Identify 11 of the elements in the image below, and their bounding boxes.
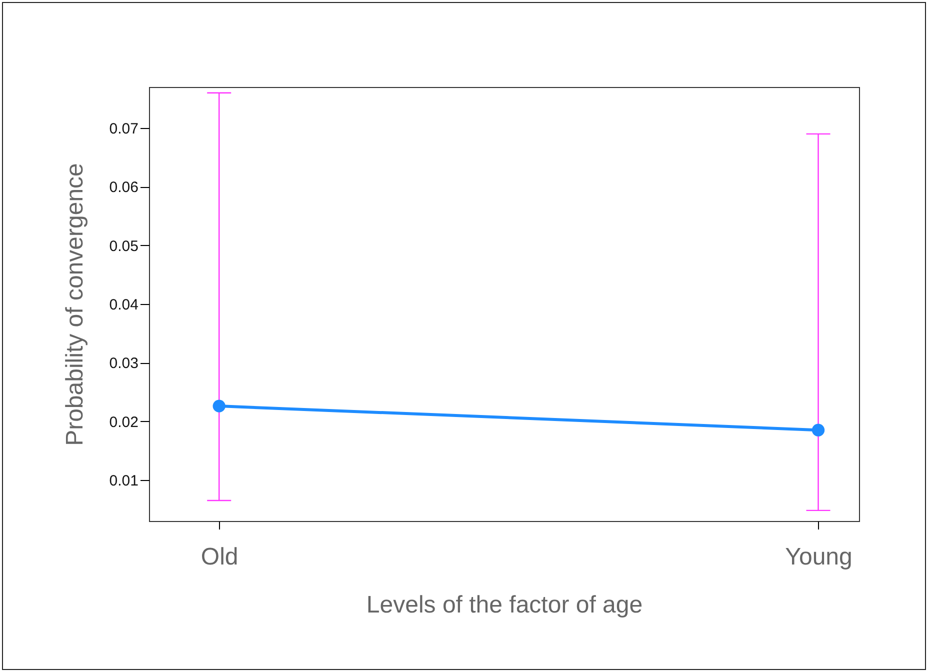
y-tick-label: 0.04 [109, 296, 138, 314]
y-tick-label: 0.07 [109, 120, 138, 138]
y-tick-label: 0.03 [109, 355, 138, 372]
y-tick-label: 0.06 [109, 179, 138, 196]
y-axis-title: Probability of convergence [61, 163, 88, 446]
x-axis-title: Levels of the factor of age [366, 592, 643, 618]
y-tick-label: 0.05 [109, 238, 138, 255]
y-tick-label: 0.02 [109, 414, 138, 431]
y-tick-label: 0.01 [109, 472, 138, 490]
x-tick-label: Young [785, 544, 852, 570]
x-tick-label: Old [200, 544, 238, 570]
